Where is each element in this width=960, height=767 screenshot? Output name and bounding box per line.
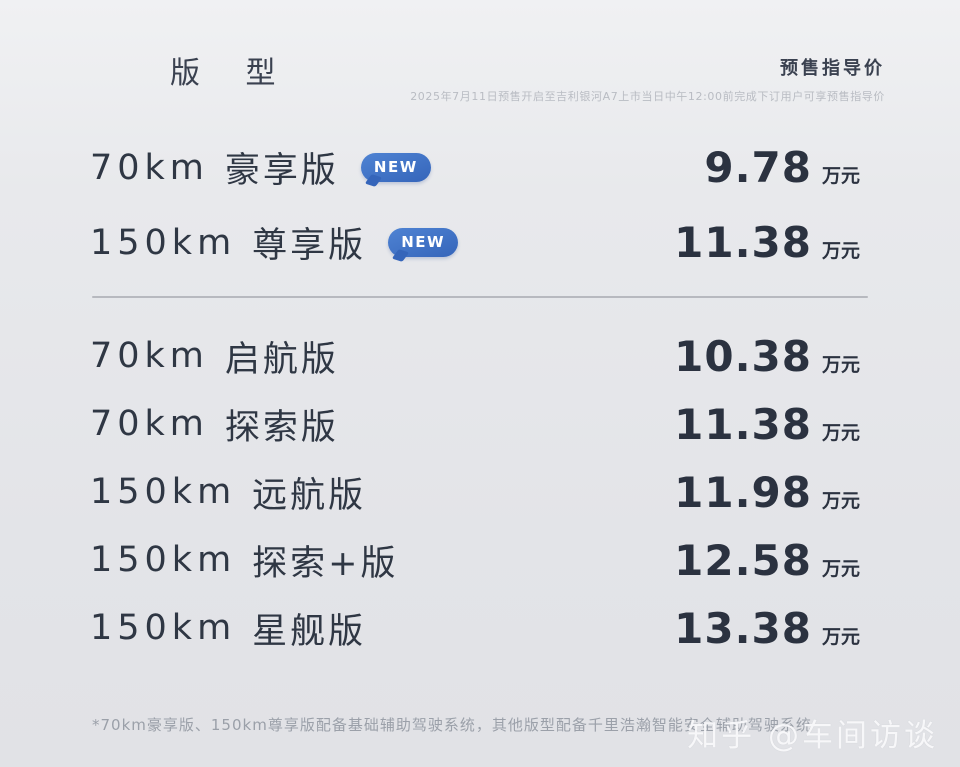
trim-range: 150km: [90, 540, 237, 580]
price: 11.38 万元: [674, 218, 860, 267]
trim-name: 150km 探索+版: [90, 535, 399, 586]
price-column-header: 预售指导价 2025年7月11日预售开启至吉利银河A7上市当日中午12:00前完…: [410, 54, 885, 104]
price: 11.38 万元: [674, 400, 860, 449]
price-column-title: 预售指导价: [780, 58, 885, 79]
price-value: 11.38: [674, 218, 812, 267]
trim-range: 70km: [90, 147, 209, 188]
model-column-title: 版 型: [170, 56, 294, 91]
trim-name: 150km 远航版: [90, 467, 366, 518]
trim-name: 150km 星舰版: [90, 603, 366, 654]
trim-range: 150km: [90, 608, 237, 648]
trim-name: 70km 豪享版 NEW: [90, 142, 431, 193]
trim-label: 启航版: [224, 339, 339, 380]
price: 12.58 万元: [674, 536, 860, 585]
table-row: 70km 启航版 10.38 万元: [0, 322, 960, 390]
standard-rows: 70km 启航版 10.38 万元 70km 探索版 11.38 万元 150k…: [0, 322, 960, 662]
trim-label: 豪享版: [224, 151, 339, 191]
price-unit: 万元: [821, 240, 860, 262]
price-unit: 万元: [821, 625, 860, 648]
footnote: *70km豪享版、150km尊享版配备基础辅助驾驶系统，其他版型配备千里浩瀚智能…: [92, 716, 812, 734]
price-value: 9.78: [704, 143, 812, 192]
table-row: 150km 尊享版 NEW 11.38 万元: [0, 205, 960, 280]
price-value: 11.98: [674, 467, 812, 517]
price-value: 10.38: [674, 331, 812, 381]
price-value: 13.38: [674, 603, 812, 653]
trim-label: 远航版: [252, 475, 367, 516]
table-row: 150km 远航版 11.98 万元: [0, 458, 960, 526]
trim-label: 探索版: [224, 407, 339, 448]
table-header: 版 型 预售指导价 2025年7月11日预售开启至吉利银河A7上市当日中午12:…: [0, 0, 960, 104]
table-row: 70km 探索版 11.38 万元: [0, 390, 960, 458]
price: 13.38 万元: [674, 604, 860, 653]
trim-name: 70km 探索版: [90, 399, 339, 450]
presale-note: 2025年7月11日预售开启至吉利银河A7上市当日中午12:00前完成下订用户可…: [410, 90, 885, 103]
trim-label: 探索+版: [252, 543, 399, 584]
trim-range: 70km: [90, 336, 209, 376]
section-divider: [92, 296, 868, 298]
new-badge: NEW: [360, 153, 431, 182]
trim-range: 150km: [90, 222, 237, 263]
trim-name: 70km 启航版: [90, 331, 339, 382]
price: 9.78 万元: [704, 143, 860, 192]
price-unit: 万元: [821, 557, 860, 580]
price-value: 11.38: [674, 399, 812, 449]
price: 10.38 万元: [674, 332, 860, 381]
price-unit: 万元: [821, 165, 860, 187]
trim-range: 150km: [90, 472, 237, 512]
watermark: 知乎 @车间访谈: [687, 718, 938, 754]
trim-range: 70km: [90, 404, 209, 444]
table-row: 70km 豪享版 NEW 9.78 万元: [0, 130, 960, 205]
price-unit: 万元: [821, 353, 860, 376]
trim-label: 星舰版: [252, 611, 367, 652]
price-unit: 万元: [821, 421, 860, 444]
table-row: 150km 星舰版 13.38 万元: [0, 594, 960, 662]
trim-label: 尊享版: [252, 226, 367, 266]
price-value: 12.58: [674, 535, 812, 585]
trim-name: 150km 尊享版 NEW: [90, 217, 459, 268]
price: 11.98 万元: [674, 468, 860, 517]
table-row: 150km 探索+版 12.58 万元: [0, 526, 960, 594]
featured-rows: 70km 豪享版 NEW 9.78 万元 150km 尊享版 NEW 11.38…: [0, 130, 960, 280]
new-badge: NEW: [388, 228, 459, 257]
price-unit: 万元: [821, 489, 860, 512]
